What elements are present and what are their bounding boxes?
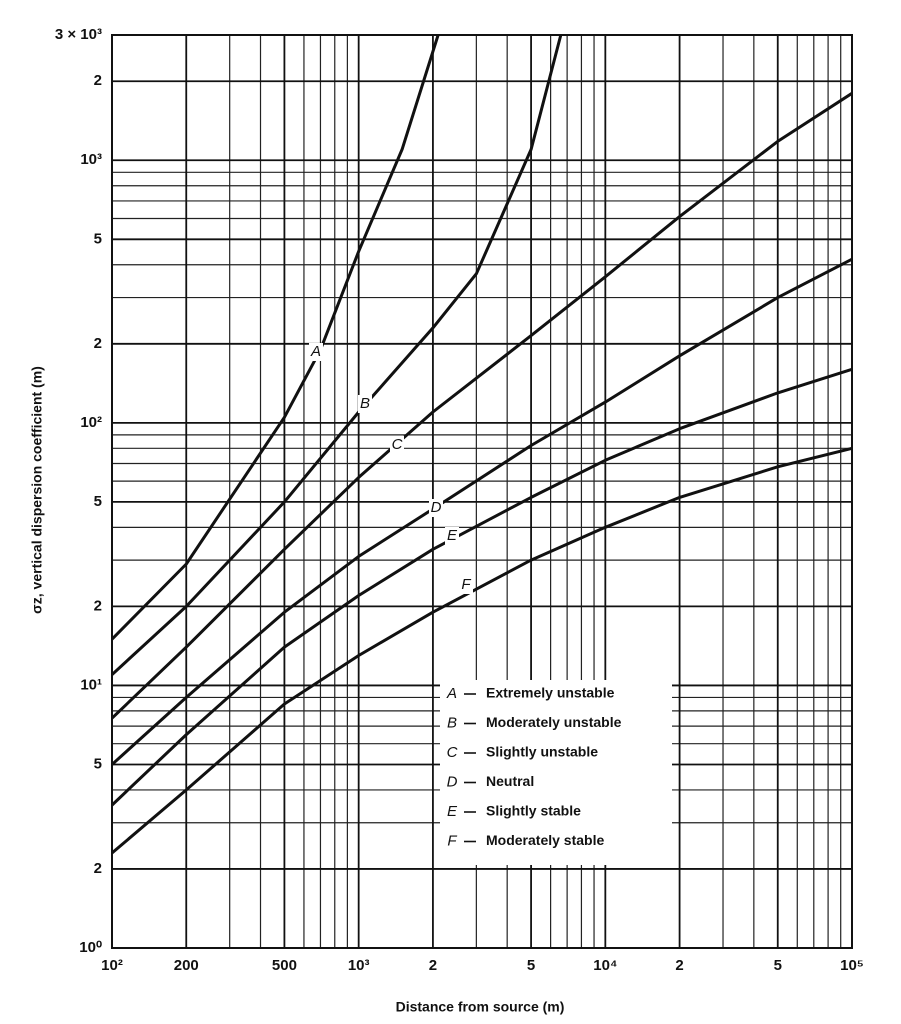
y-tick-label: 10¹ (80, 676, 102, 693)
legend-letter: A (446, 685, 457, 702)
legend-label: Moderately stable (486, 832, 604, 848)
legend-label: Neutral (486, 773, 534, 789)
plot-frame (111, 34, 853, 949)
y-tick-label: 5 (94, 230, 102, 247)
legend-label: Slightly stable (486, 803, 581, 819)
y-axis-label: σz, vertical dispersion coefficient (m) (29, 366, 45, 614)
y-tick-label: 5 (94, 493, 102, 510)
curve-label-bg (445, 527, 459, 545)
data-line (112, 367, 852, 807)
y-tick-label: 2 (94, 597, 102, 614)
x-tick-label: 5 (774, 957, 782, 974)
x-tick-label: 2 (675, 957, 683, 974)
legend-letter: B (447, 714, 457, 731)
x-tick-label: 10³ (348, 957, 370, 974)
y-tick-label: 3 × 10³ (55, 26, 102, 43)
x-tick-label: 500 (272, 957, 297, 974)
legend-letter: F (447, 832, 457, 849)
curve-label: E (447, 527, 458, 544)
y-tick-label: 5 (94, 755, 102, 772)
curve-label: F (461, 576, 471, 593)
curve-label: B (360, 395, 370, 412)
x-tick-label: 200 (174, 957, 199, 974)
curve-label-bg (459, 576, 473, 594)
curve-label: D (431, 499, 442, 516)
x-tick-label: 5 (527, 957, 535, 974)
curve-label-bg (309, 343, 323, 361)
data-line (112, 35, 440, 641)
legend-letter: E (447, 803, 458, 820)
x-tick-label: 10⁵ (840, 957, 864, 974)
x-tick-label: 10⁴ (593, 957, 617, 974)
x-axis-label: Distance from source (m) (396, 999, 565, 1015)
y-tick-label: 2 (94, 860, 102, 877)
curve-label: C (392, 436, 403, 453)
legend-label: Extremely unstable (486, 685, 615, 701)
legend-letter: D (447, 773, 458, 790)
y-tick-label: 10⁰ (79, 939, 102, 956)
data-line (112, 35, 563, 676)
legend-label: Slightly unstable (486, 744, 598, 760)
legend-label: Moderately unstable (486, 714, 622, 730)
curve-label-bg (358, 395, 372, 413)
curve-label: A (310, 343, 321, 360)
x-tick-label: 2 (429, 957, 437, 974)
y-tick-label: 10³ (80, 151, 102, 168)
legend-letter: C (447, 744, 458, 761)
x-tick-label: 10² (101, 957, 123, 974)
data-line (112, 446, 852, 855)
curve-label-bg (390, 436, 404, 454)
y-tick-label: 2 (94, 72, 102, 89)
y-tick-label: 2 (94, 335, 102, 352)
data-line (112, 92, 852, 720)
data-line (112, 257, 852, 766)
legend-box (440, 680, 672, 865)
curve-label-bg (429, 499, 443, 517)
y-tick-label: 10² (80, 414, 102, 431)
